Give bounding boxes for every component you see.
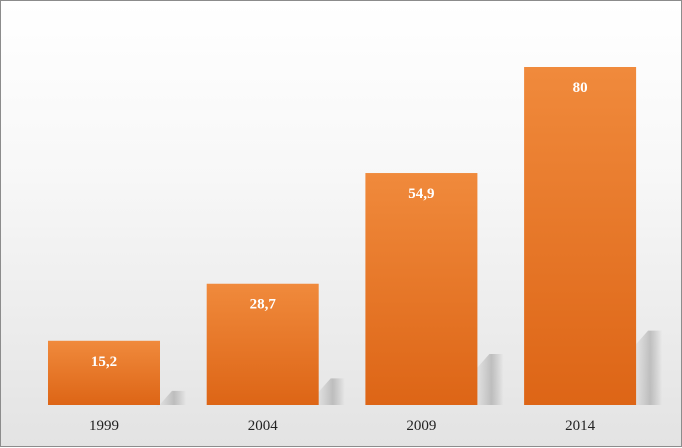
bar-1999 bbox=[48, 340, 160, 405]
x-tick-label: 1999 bbox=[89, 418, 119, 434]
x-tick-label: 2014 bbox=[565, 418, 596, 434]
bar-value-label: 54,9 bbox=[408, 186, 434, 202]
bar-shadow bbox=[473, 353, 504, 405]
bar-2009 bbox=[365, 173, 478, 405]
bar-shadow bbox=[632, 330, 663, 405]
bar-value-label: 80 bbox=[573, 80, 588, 96]
bar-shadow bbox=[156, 390, 186, 409]
bar-shadow bbox=[314, 378, 345, 405]
bar-2014 bbox=[524, 67, 637, 405]
bar-value-label: 15,2 bbox=[91, 354, 117, 370]
x-tick-label: 2004 bbox=[248, 418, 279, 434]
x-tick-label: 2009 bbox=[406, 418, 436, 434]
bar-value-label: 28,7 bbox=[250, 297, 277, 313]
bar-2004 bbox=[206, 283, 319, 405]
